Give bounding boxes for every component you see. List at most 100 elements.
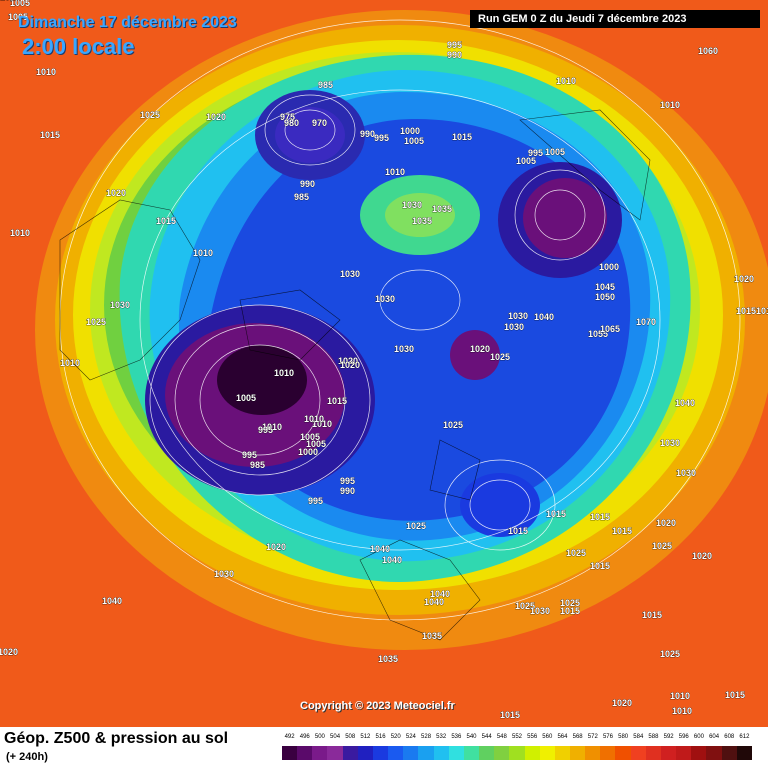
scale-swatch bbox=[676, 746, 692, 760]
pressure-label: 1005 bbox=[300, 432, 320, 442]
pressure-label: 995 bbox=[528, 148, 543, 158]
scale-tick-label: 548 bbox=[496, 734, 507, 740]
pressure-label: 1005 bbox=[10, 0, 30, 8]
pressure-label: 1010 bbox=[304, 414, 324, 424]
scale-tick-label: 496 bbox=[299, 734, 310, 740]
pressure-label: 1030 bbox=[660, 438, 680, 448]
scale-tick-label: 612 bbox=[739, 734, 750, 740]
scale-tick-label: 520 bbox=[390, 734, 401, 740]
scale-tick-label: 540 bbox=[466, 734, 477, 740]
pressure-label: 1020 bbox=[338, 356, 358, 366]
pressure-label: 1040 bbox=[382, 555, 402, 565]
pressure-label: 1015 bbox=[590, 512, 610, 522]
pressure-label: 1015 bbox=[756, 306, 768, 316]
pressure-label: 995 bbox=[242, 450, 257, 460]
pressure-label: 1005 bbox=[8, 12, 28, 22]
scale-swatch bbox=[660, 746, 677, 760]
pressure-label: 1010 bbox=[36, 67, 56, 77]
pressure-label: 1020 bbox=[106, 188, 126, 198]
scale-swatch bbox=[372, 746, 389, 760]
pressure-label: 990 bbox=[447, 50, 462, 60]
scale-tick-label: 552 bbox=[511, 734, 523, 740]
low-arctic bbox=[450, 330, 500, 380]
pressure-label: 1015 bbox=[452, 132, 472, 142]
pressure-label: 1015 bbox=[0, 0, 20, 2]
pressure-label: 1005 bbox=[306, 439, 326, 449]
pressure-label: 1020 bbox=[734, 274, 754, 284]
scale-swatch bbox=[479, 746, 495, 760]
pressure-label: 1020 bbox=[612, 698, 632, 708]
scale-swatch bbox=[721, 746, 737, 760]
pressure-label: 1015 bbox=[40, 130, 60, 140]
coastlines bbox=[59, 109, 651, 641]
scale-tick-label: 576 bbox=[602, 734, 613, 740]
pressure-label: 1010 bbox=[660, 100, 680, 110]
scale-tick-label: 508 bbox=[345, 734, 356, 740]
pressure-label: 1050 bbox=[595, 292, 615, 302]
pressure-label: 1015 bbox=[612, 526, 632, 536]
pressure-label: 1000 bbox=[298, 447, 318, 457]
scale-swatch bbox=[509, 746, 525, 760]
pressure-label: 1015 bbox=[590, 561, 610, 571]
scale-tick-label: 516 bbox=[375, 734, 386, 740]
scale-swatch bbox=[388, 746, 404, 760]
pressure-label: 995 bbox=[340, 476, 355, 486]
pressure-label: 1030 bbox=[530, 606, 550, 616]
scale-swatch bbox=[554, 746, 570, 760]
pressure-label: 1030 bbox=[676, 468, 696, 478]
pressure-label: 970 bbox=[312, 118, 327, 128]
scale-tick-label: 492 bbox=[284, 734, 295, 740]
scale-swatch bbox=[569, 746, 586, 760]
scale-swatch bbox=[585, 746, 601, 760]
product-title: Géop. Z500 & pression au sol bbox=[4, 730, 229, 747]
pressure-label: 1010 bbox=[262, 422, 282, 432]
scale-tick-label: 592 bbox=[663, 734, 674, 740]
pressure-label: 1005 bbox=[516, 156, 536, 166]
scale-tick-label: 512 bbox=[360, 734, 371, 740]
pressure-label: 1020 bbox=[266, 542, 286, 552]
pressure-label: 1040 bbox=[675, 398, 695, 408]
pressure-label: 995 bbox=[258, 425, 273, 435]
pressure-label: 975 bbox=[280, 112, 295, 122]
pressure-label: 1065 bbox=[600, 324, 620, 334]
pressure-label: 1010 bbox=[193, 248, 213, 258]
pressure-label: 1010 bbox=[672, 706, 692, 716]
pressure-label: 1040 bbox=[430, 589, 450, 599]
color-scale bbox=[282, 746, 752, 760]
scale-swatch bbox=[433, 746, 449, 760]
forecast-date: Dimanche 17 décembre 2023 bbox=[18, 14, 237, 31]
pressure-label: 1035 bbox=[378, 654, 398, 664]
pressure-label: 1040 bbox=[102, 596, 122, 606]
low-scandinavia bbox=[460, 473, 540, 537]
pressure-label: 995 bbox=[308, 496, 323, 506]
pressure-label: 1020 bbox=[656, 518, 676, 528]
pressure-label: 985 bbox=[250, 460, 265, 470]
scale-tick-label: 532 bbox=[436, 734, 447, 740]
pressure-label: 1000 bbox=[599, 262, 619, 272]
scale-swatch bbox=[615, 746, 631, 760]
pressure-label: 1040 bbox=[370, 544, 390, 554]
pressure-label: 1015 bbox=[725, 690, 745, 700]
scale-swatch bbox=[600, 746, 616, 760]
pressure-label: 1025 bbox=[660, 649, 680, 659]
pressure-label: 1030 bbox=[394, 344, 414, 354]
forecast-time: 2:00 locale bbox=[22, 34, 135, 59]
pressure-label: 1010 bbox=[10, 228, 30, 238]
pressure-label: 1025 bbox=[86, 317, 106, 327]
pressure-label: 1015 bbox=[327, 396, 347, 406]
pressure-label: 1030 bbox=[214, 569, 234, 579]
scale-swatch bbox=[539, 746, 555, 760]
pressure-label: 1005 bbox=[545, 147, 565, 157]
scale-swatch bbox=[706, 746, 722, 760]
pressure-label: 1025 bbox=[566, 548, 586, 558]
scale-tick-label: 500 bbox=[314, 734, 325, 740]
scale-tick-label: 600 bbox=[693, 734, 704, 740]
pressure-label: 1030 bbox=[402, 200, 422, 210]
pressure-label: 1005 bbox=[236, 393, 256, 403]
pressure-label: 1005 bbox=[404, 136, 424, 146]
scale-swatch bbox=[327, 746, 343, 760]
scale-tick-label: 604 bbox=[709, 734, 720, 740]
pressure-label: 1010 bbox=[670, 691, 690, 701]
pressure-label: 1030 bbox=[340, 269, 360, 279]
